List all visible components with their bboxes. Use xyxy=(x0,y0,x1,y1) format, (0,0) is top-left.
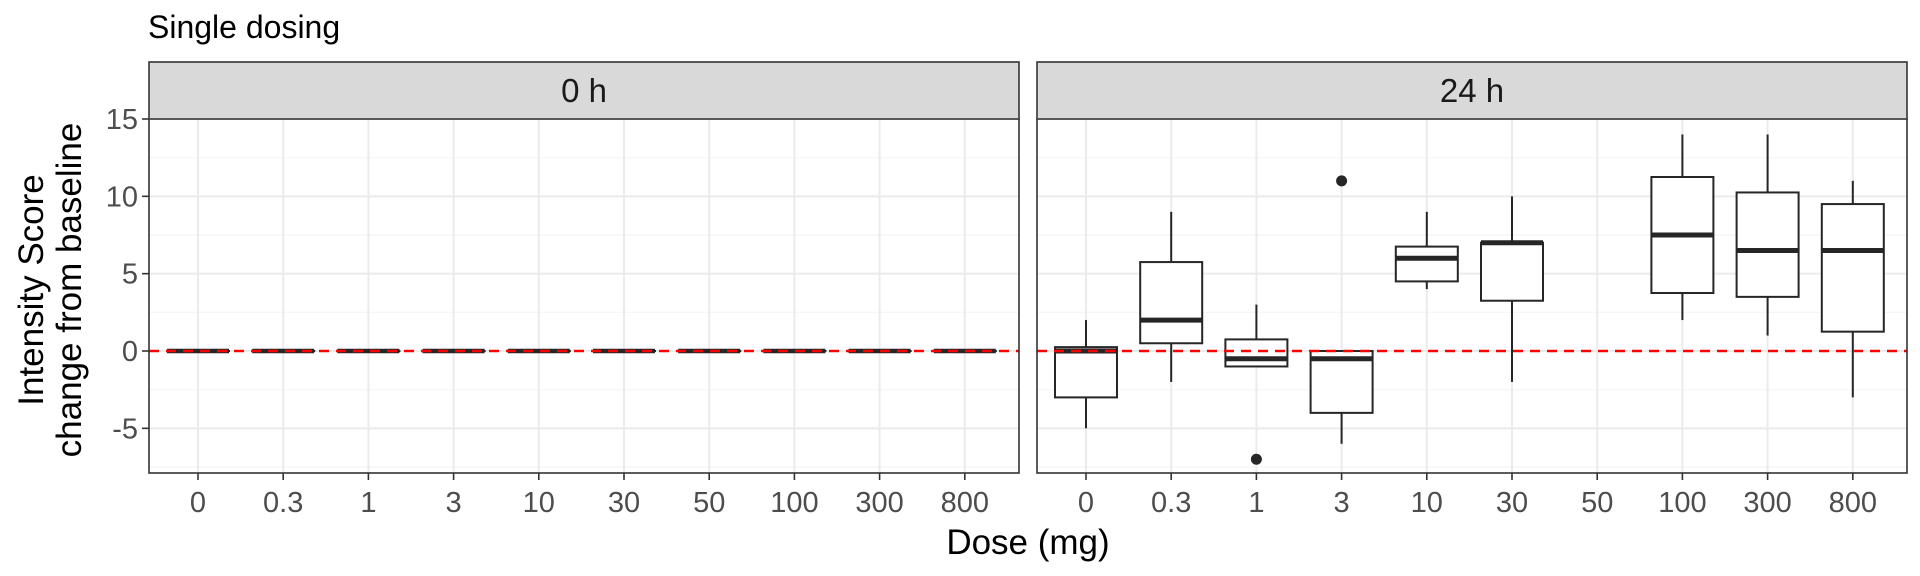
y-tick-label: 5 xyxy=(122,259,138,291)
box-iqr xyxy=(1309,350,1374,414)
x-tick-label: 100 xyxy=(1658,487,1706,519)
x-tick-label: 30 xyxy=(1496,487,1528,519)
y-tick-label: -5 xyxy=(112,413,138,445)
outlier-point xyxy=(1250,453,1262,465)
outlier-point xyxy=(1336,175,1348,187)
box-iqr xyxy=(1139,261,1204,345)
panel-background xyxy=(149,119,1019,473)
x-tick-label: 3 xyxy=(446,487,462,519)
box-300 xyxy=(1735,134,1800,336)
x-tick-label: 50 xyxy=(1581,487,1613,519)
box-100 xyxy=(1650,134,1715,321)
facet-strip-label: 24 h xyxy=(1440,72,1504,109)
box-1 xyxy=(1224,304,1289,465)
x-tick-label: 800 xyxy=(941,487,989,519)
panel-border xyxy=(148,118,1020,474)
x-tick-label: 1 xyxy=(1248,487,1264,519)
y-tick-label: 15 xyxy=(106,104,138,136)
y-axis-title-line-1: Intensity Score xyxy=(12,174,51,406)
x-tick-label: 30 xyxy=(608,487,640,519)
x-tick-label: 0.3 xyxy=(1151,487,1191,519)
box-iqr xyxy=(1394,245,1459,283)
x-tick-label: 0.3 xyxy=(263,487,303,519)
x-tick-label: 300 xyxy=(855,487,903,519)
chart-title: Single dosing xyxy=(148,9,340,45)
box-0.3 xyxy=(1139,211,1204,382)
y-axis: 15 10 5 0 -5 xyxy=(106,104,149,445)
box-800 xyxy=(1820,180,1885,398)
y-tick-label: 10 xyxy=(106,181,138,213)
y-tick-label: 0 xyxy=(122,336,138,368)
box-10 xyxy=(1394,211,1459,290)
x-tick-label: 10 xyxy=(1411,487,1443,519)
panel-border xyxy=(1036,118,1908,474)
box-iqr xyxy=(1820,203,1885,333)
x-tick-label: 0 xyxy=(190,487,206,519)
x-tick-label: 300 xyxy=(1743,487,1791,519)
facet-panel-1: 0 h 0 0.3 1 3 10 30 50 100 300 800 xyxy=(148,61,1020,519)
box-iqr xyxy=(1054,346,1118,399)
x-tick-label: 800 xyxy=(1829,487,1877,519)
box-iqr xyxy=(1735,191,1800,298)
box-iqr xyxy=(1224,338,1289,368)
x-tick-label: 10 xyxy=(523,487,555,519)
y-axis-title-line-2: change from baseline xyxy=(50,123,89,458)
x-axis-title: Dose (mg) xyxy=(946,523,1109,562)
x-tick-label: 1 xyxy=(360,487,376,519)
facet-panels: 0 h 0 0.3 1 3 10 30 50 100 300 800 24 h 0 0.3 1 3 10 30 50… xyxy=(148,61,1908,519)
box-iqr xyxy=(1480,241,1544,302)
facet-panel-2: 24 h 0 0.3 1 3 10 30 50 100 300 800 xyxy=(1036,61,1908,519)
x-tick-label: 50 xyxy=(693,487,725,519)
facet-strip-label: 0 h xyxy=(561,72,607,109)
facet-strip-background xyxy=(1036,61,1908,120)
x-tick-label: 3 xyxy=(1334,487,1350,519)
box-3 xyxy=(1309,175,1374,444)
x-tick-label: 100 xyxy=(770,487,818,519)
facet-strip-background xyxy=(148,61,1020,120)
x-tick-label: 0 xyxy=(1078,487,1094,519)
box-30 xyxy=(1480,196,1544,382)
